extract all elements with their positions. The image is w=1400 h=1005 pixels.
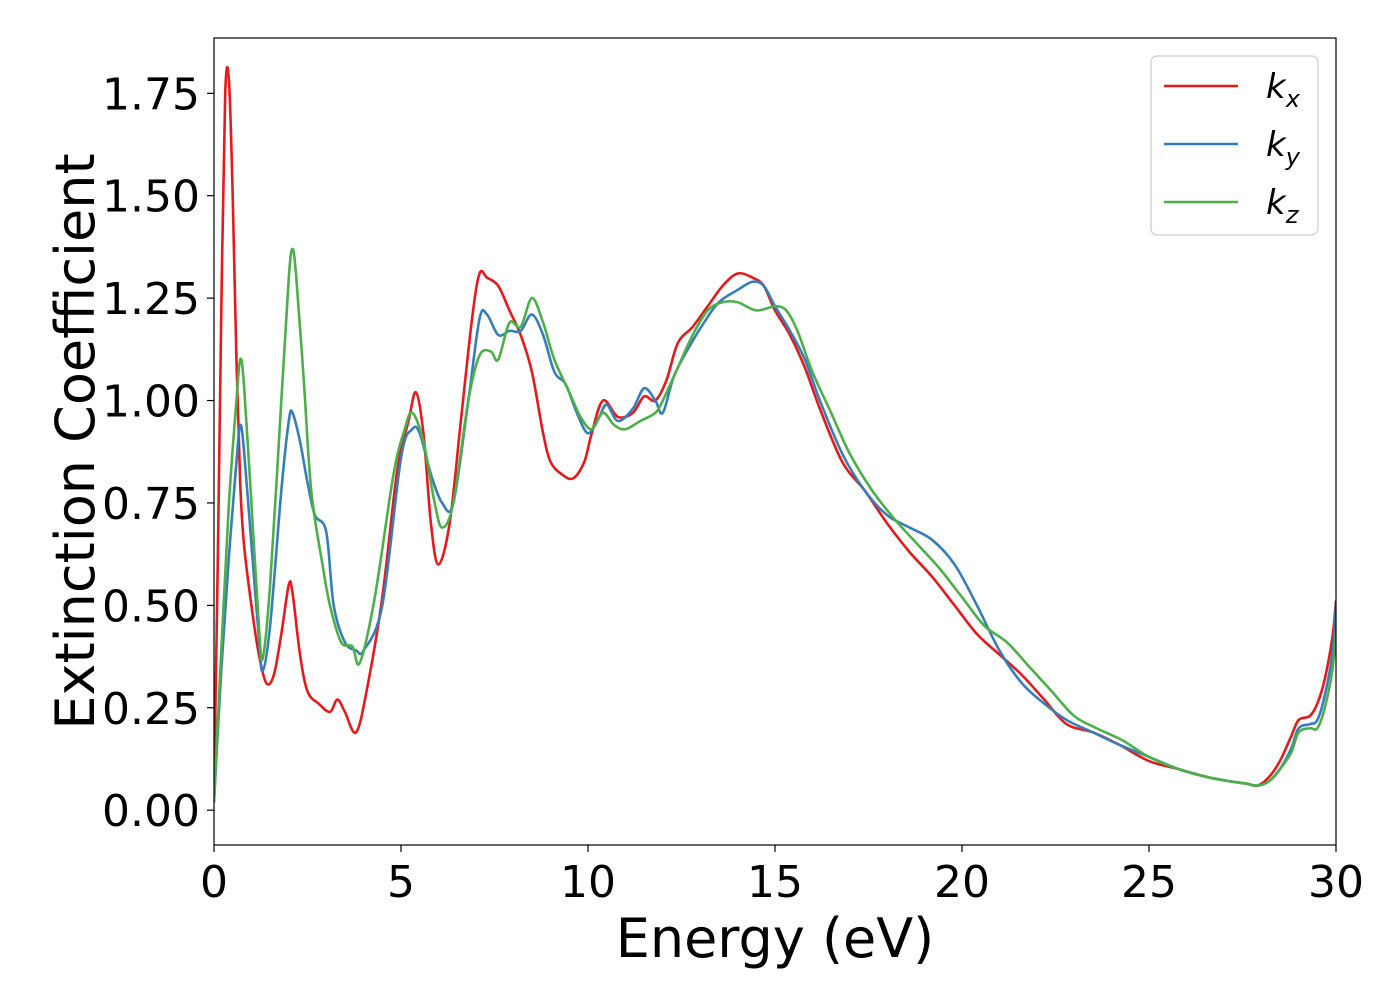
series-layer (214, 65, 1336, 804)
series-line-y (214, 280, 1336, 804)
y-tick-label: 0.75 (102, 479, 200, 530)
x-tick-label: 25 (1121, 857, 1177, 908)
y-tick-label: 0.25 (102, 684, 200, 735)
x-tick-label: 10 (560, 857, 616, 908)
legend-box (1150, 55, 1319, 236)
x-tick-label: 5 (387, 857, 415, 908)
x-axis-label: Energy (eV) (616, 907, 935, 970)
x-axis: 0 5 10 15 20 25 30 (200, 845, 1364, 908)
x-tick-label: 30 (1308, 857, 1364, 908)
y-tick-label: 1.75 (102, 69, 200, 120)
y-axis-label: Extinction Coefficient (44, 153, 107, 729)
y-tick-label: 0.50 (102, 581, 200, 632)
x-tick-label: 15 (747, 857, 803, 908)
y-tick-label: 1.25 (102, 274, 200, 325)
x-tick-label: 20 (934, 857, 990, 908)
y-tick-label: 1.00 (102, 377, 200, 428)
y-tick-label: 1.50 (102, 172, 200, 223)
series-line-z (214, 247, 1336, 804)
y-tick-label: 0.00 (102, 786, 200, 837)
x-tick-label: 0 (200, 857, 228, 908)
y-axis: 0.00 0.25 0.50 0.75 1.00 1.25 1.50 1.75 (102, 69, 214, 837)
